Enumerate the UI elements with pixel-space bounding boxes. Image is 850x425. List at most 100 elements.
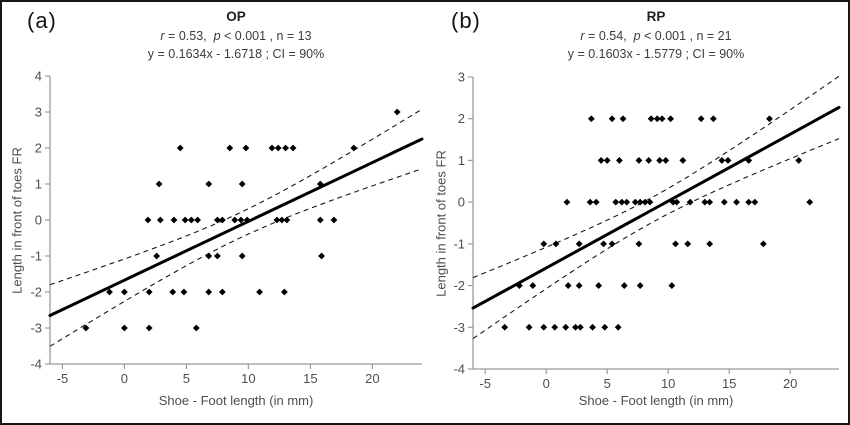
data-point (278, 216, 286, 224)
equation-line: y = 0.1603x - 1.5779 ; CI = 90% (567, 47, 745, 61)
data-point (280, 288, 288, 296)
r-value: = 0.53, (164, 28, 214, 43)
data-point (540, 323, 548, 331)
data-point (170, 216, 178, 224)
y-tick-label: 3 (458, 70, 465, 85)
x-tick-label: 20 (365, 371, 379, 386)
data-point (563, 198, 571, 206)
x-axis-label: Shoe - Foot length (in mm) (578, 393, 734, 408)
data-point (679, 157, 687, 164)
y-tick-label: 1 (458, 153, 465, 168)
y-tick-label: -1 (453, 236, 465, 251)
x-tick-label: 20 (783, 376, 797, 391)
y-tick-label: 2 (35, 141, 42, 156)
data-point (242, 144, 250, 152)
data-point (289, 144, 297, 152)
stats-line: r = 0.53, p < 0.001 , n = 13 (50, 29, 422, 43)
data-point (576, 323, 584, 331)
data-point (697, 115, 705, 123)
data-point (587, 115, 595, 123)
data-point (635, 240, 643, 248)
data-point (751, 198, 759, 206)
data-point (176, 144, 184, 152)
data-point (597, 157, 605, 164)
data-point (709, 115, 717, 123)
x-tick-label: -5 (57, 371, 69, 386)
data-point (187, 216, 195, 224)
r-value: = 0.54, (584, 28, 634, 43)
x-tick-label: 10 (661, 376, 675, 391)
p-value: < 0.001 , n = 13 (220, 28, 312, 43)
data-point (662, 157, 670, 164)
data-point (194, 216, 201, 224)
x-tick-label: 0 (121, 371, 128, 386)
data-point (618, 198, 626, 206)
p-value: < 0.001 , n = 21 (640, 28, 732, 43)
ci-upper-line (49, 108, 423, 286)
ci-upper-line (472, 75, 840, 279)
data-point (645, 157, 653, 164)
data-point (673, 198, 681, 206)
data-point (806, 198, 814, 206)
data-point (316, 180, 324, 188)
data-point (205, 252, 213, 260)
data-point (282, 144, 289, 152)
data-point (623, 198, 631, 206)
x-tick-label: 5 (604, 376, 611, 391)
data-point (595, 282, 603, 289)
chart-title: RP (646, 9, 666, 24)
data-point (256, 288, 263, 296)
p-symbol: p (633, 28, 641, 43)
panel-b: (b) RP r = 0.54, p < 0.001 , n = 21 y = … (426, 2, 848, 423)
y-tick-label: 4 (35, 69, 42, 84)
data-point (636, 198, 644, 206)
data-point (501, 323, 509, 331)
panel-b-header: RP r = 0.54, p < 0.001 , n = 21 y = 0.16… (473, 2, 839, 61)
data-point (608, 240, 616, 248)
chart-title: OP (226, 9, 246, 24)
data-point (656, 157, 664, 164)
data-point (214, 252, 221, 260)
data-point (706, 240, 714, 248)
data-point (592, 198, 600, 206)
data-point (669, 198, 677, 206)
data-point (515, 282, 523, 289)
data-point (600, 240, 607, 248)
panel-a: (a) OP r = 0.53, p < 0.001 , n = 13 y = … (2, 2, 425, 423)
x-tick-label: 10 (241, 371, 255, 386)
data-point (562, 323, 570, 331)
y-tick-label: -3 (453, 320, 465, 335)
y-tick-label: -3 (30, 321, 42, 336)
data-point (181, 216, 189, 224)
data-point (226, 144, 234, 152)
data-point (668, 282, 676, 289)
data-point (564, 282, 572, 289)
data-point (145, 324, 153, 332)
data-point (720, 198, 728, 206)
equation-line: y = 0.1634x - 1.6718 ; CI = 90% (147, 47, 325, 61)
data-point (575, 282, 583, 289)
data-point (601, 323, 609, 331)
data-point (608, 115, 616, 123)
data-point (795, 157, 803, 164)
data-point (745, 198, 753, 206)
data-point (393, 108, 401, 116)
data-point (745, 157, 753, 164)
y-tick-label: -2 (453, 278, 465, 293)
r-symbol: r (580, 28, 585, 43)
ci-lower-line (49, 168, 423, 347)
data-point (631, 198, 639, 206)
stats-line: r = 0.54, p < 0.001 , n = 21 (473, 29, 839, 43)
data-point (192, 324, 200, 332)
x-tick-label: 15 (303, 371, 317, 386)
data-point (238, 252, 246, 260)
data-point (551, 323, 559, 331)
data-point (718, 157, 726, 164)
regression-line (471, 105, 841, 310)
data-point (552, 240, 560, 248)
y-tick-label: 0 (35, 213, 42, 228)
y-tick-label: 3 (35, 105, 42, 120)
data-point (733, 198, 740, 206)
